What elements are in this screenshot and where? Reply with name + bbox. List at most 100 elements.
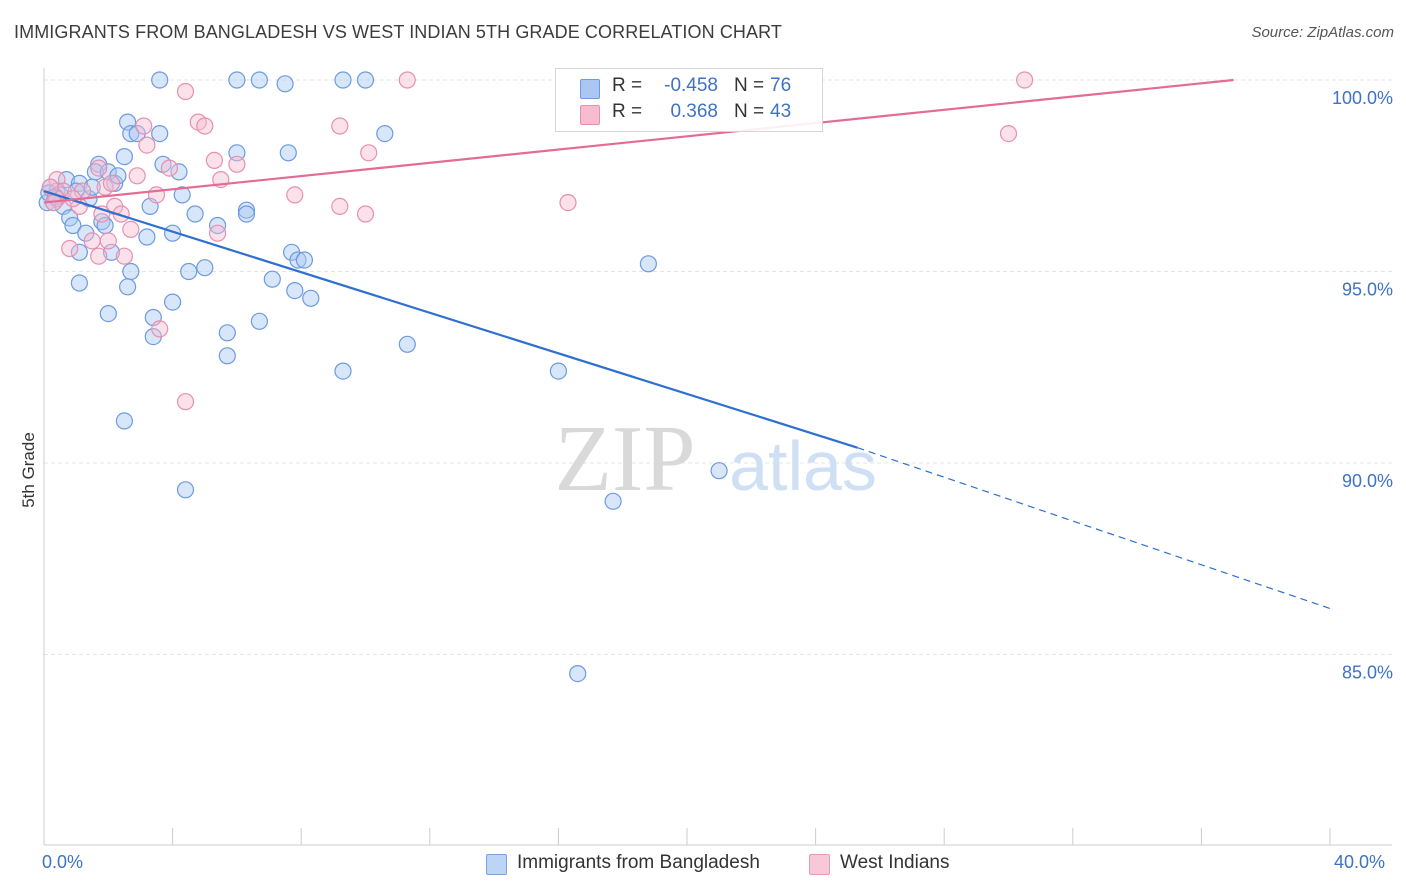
point-bangladesh xyxy=(180,262,198,281)
point-west-indians xyxy=(61,239,79,258)
point-west-indians xyxy=(205,151,223,169)
point-bangladesh xyxy=(83,178,101,196)
point-bangladesh xyxy=(289,251,307,269)
y-tick-label: 90.0% xyxy=(1342,471,1393,491)
y-tick-label: 100.0% xyxy=(1332,88,1393,108)
point-west-indians xyxy=(115,247,134,265)
point-bangladesh xyxy=(250,312,268,330)
axes xyxy=(43,68,1392,846)
point-west-indians xyxy=(122,220,140,238)
point-bangladesh xyxy=(237,201,256,219)
point-bangladesh xyxy=(70,243,89,261)
point-bangladesh xyxy=(218,347,236,365)
point-bangladesh xyxy=(122,125,140,143)
legend-n-label: N = xyxy=(734,101,765,122)
watermark-zip: ZIP xyxy=(555,407,696,511)
legend-r-value: -0.458 xyxy=(664,75,718,96)
legend-r-value: 0.368 xyxy=(670,101,718,122)
legend-row-west-indians: R = 0.368 N = 43 xyxy=(556,101,822,127)
series-legend: Immigrants from Bangladesh West Indians xyxy=(0,852,1406,878)
point-bangladesh xyxy=(334,71,352,89)
point-bangladesh xyxy=(286,282,304,300)
point-bangladesh xyxy=(196,259,214,277)
point-bangladesh xyxy=(237,205,256,223)
point-bangladesh xyxy=(604,492,622,510)
x-tick-label-max: 40.0% xyxy=(1334,852,1386,872)
point-west-indians xyxy=(209,224,227,242)
point-west-indians xyxy=(331,197,349,215)
point-west-indians xyxy=(999,125,1018,143)
legend-swatch-west-indians xyxy=(809,854,830,875)
point-west-indians xyxy=(286,186,304,204)
point-bangladesh xyxy=(151,71,169,89)
point-bangladesh xyxy=(263,270,281,288)
legend-n-value: 43 xyxy=(770,101,792,122)
legend-n-label: N = xyxy=(734,75,765,96)
point-west-indians xyxy=(176,393,195,411)
point-bangladesh xyxy=(639,255,658,273)
point-bangladesh xyxy=(151,125,169,143)
point-bangladesh xyxy=(118,278,137,296)
point-bangladesh xyxy=(176,481,195,499)
legend-r-label: R = xyxy=(612,75,643,96)
point-bangladesh xyxy=(250,71,268,89)
point-west-indians xyxy=(398,71,416,89)
point-west-indians xyxy=(135,117,153,135)
point-bangladesh xyxy=(70,274,89,292)
point-bangladesh xyxy=(138,228,156,246)
y-tick-labels: 85.0% 90.0% 95.0% 100.0% xyxy=(1332,88,1393,683)
grid-lines xyxy=(44,79,1392,655)
point-west-indians xyxy=(176,82,195,101)
point-bangladesh xyxy=(64,216,82,235)
trend-line-bangladesh xyxy=(43,190,858,449)
point-bangladesh xyxy=(122,262,140,281)
point-west-indians xyxy=(99,232,117,250)
point-west-indians xyxy=(196,117,214,135)
point-west-indians xyxy=(360,144,378,162)
point-west-indians xyxy=(102,174,121,192)
point-west-indians xyxy=(356,205,375,223)
source-label: Source: ZipAtlas.com xyxy=(1251,24,1394,41)
point-west-indians xyxy=(151,320,169,338)
legend-r-label: R = xyxy=(612,101,643,122)
legend-row-bangladesh: R = -0.458 N = 76 xyxy=(556,75,822,101)
point-bangladesh xyxy=(279,144,297,162)
point-bangladesh xyxy=(356,71,375,89)
legend-swatch-west-indians xyxy=(580,105,600,125)
point-west-indians xyxy=(228,155,246,173)
point-west-indians xyxy=(1015,71,1034,89)
point-bangladesh xyxy=(334,362,352,380)
data-points xyxy=(38,71,1034,683)
point-bangladesh xyxy=(115,148,134,166)
point-west-indians xyxy=(160,159,178,177)
trend-line-bangladesh-extrapolated xyxy=(857,447,1331,610)
point-bangladesh xyxy=(115,412,134,430)
point-west-indians xyxy=(128,167,146,185)
stats-legend: R = -0.458 N = 76 R = 0.368 N = 43 xyxy=(555,68,823,132)
point-bangladesh xyxy=(218,324,236,342)
chart-title: IMMIGRANTS FROM BANGLADESH VS WEST INDIA… xyxy=(14,22,782,42)
point-bangladesh xyxy=(228,71,246,89)
point-bangladesh xyxy=(376,125,394,143)
point-bangladesh xyxy=(549,362,568,380)
point-bangladesh xyxy=(164,293,182,311)
legend-swatch-bangladesh xyxy=(486,854,507,875)
watermark-atlas: atlas xyxy=(729,427,877,505)
point-west-indians xyxy=(90,159,108,177)
trend-line-west-indians xyxy=(43,78,1234,204)
x-tick-label-min: 0.0% xyxy=(42,852,84,872)
point-west-indians xyxy=(559,194,577,212)
legend-label-west-indians: West Indians xyxy=(840,852,950,873)
point-bangladesh xyxy=(170,163,188,181)
point-bangladesh xyxy=(710,462,728,480)
trend-lines xyxy=(43,78,1331,610)
point-bangladesh xyxy=(99,305,117,323)
point-bangladesh xyxy=(398,335,416,353)
point-bangladesh xyxy=(295,251,313,269)
legend-swatch-bangladesh xyxy=(580,79,600,99)
y-tick-label: 95.0% xyxy=(1342,280,1393,300)
point-bangladesh xyxy=(302,289,320,307)
point-bangladesh xyxy=(569,664,587,683)
point-bangladesh xyxy=(186,205,204,223)
